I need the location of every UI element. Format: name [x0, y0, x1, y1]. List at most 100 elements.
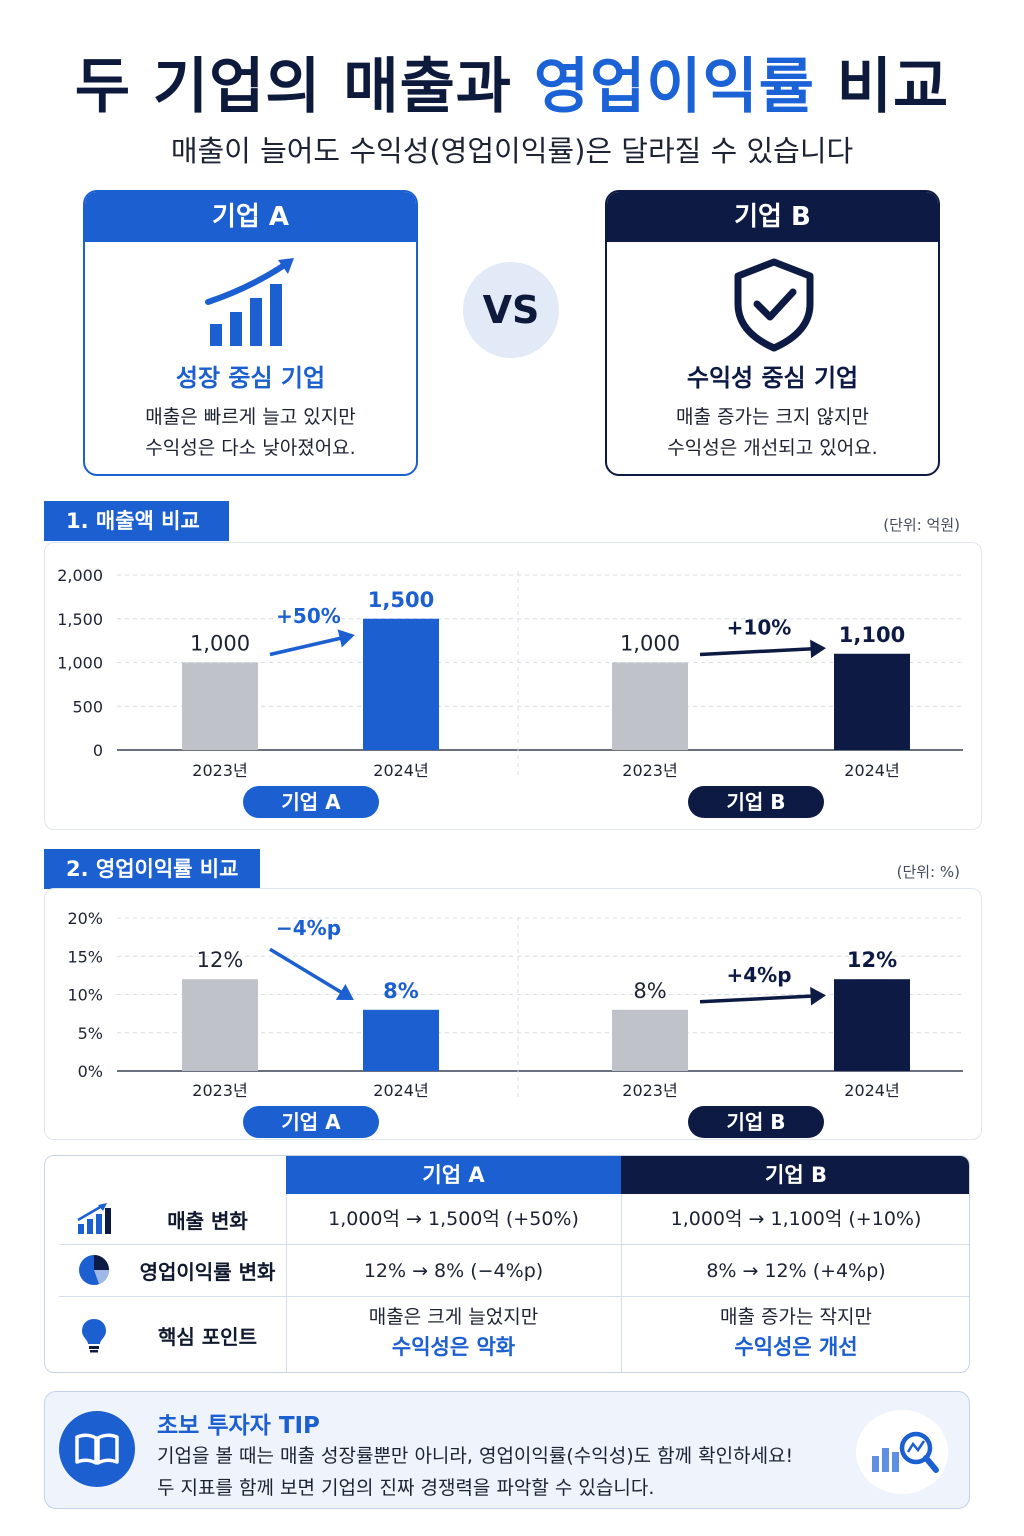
table-divider: [59, 1244, 969, 1245]
title-accent: 영업이익률: [533, 52, 815, 122]
revenue-chart-panel: 2,000 1,500 1,000 500 0 1,000 2023년 1,500 2024년 +…: [44, 542, 982, 830]
company-b-desc-line2: 수익성은 개선되고 있어요.: [667, 437, 878, 459]
margin-data-label: 12%: [197, 948, 244, 972]
revenue-group-label: 기업 A: [281, 790, 341, 814]
margin-change-arrow: [269, 947, 348, 998]
margin-bar: [612, 1009, 688, 1071]
margin-data-label: 8%: [633, 979, 666, 1003]
margin-section-tag: 2. 영업이익률 비교: [44, 849, 260, 889]
table-row-label: 매출 변화: [59, 1194, 286, 1244]
revenue-data-label: 1,500: [368, 588, 434, 612]
margin-x-tick-label: 2024년: [373, 1081, 428, 1100]
table-label-revenue: 매출 변화: [167, 1208, 248, 1233]
page-subtitle: 매출이 늘어도 수익성(영업이익률)은 달라질 수 있습니다: [170, 134, 854, 168]
margin-change-label: −4%p: [276, 916, 341, 940]
company-b-desc-line1: 매출 증가는 크지 않지만: [676, 406, 869, 428]
table-row-label: 영업이익률 변화: [59, 1244, 286, 1296]
title-prefix: 두 기업의 매출과: [74, 52, 534, 122]
bar-chart-icon: [77, 1203, 111, 1234]
keypoint-a-line1: 매출은 크게 늘었지만: [368, 1306, 539, 1328]
revenue-x-tick-label: 2024년: [373, 761, 428, 780]
table-head-a: 기업 A: [286, 1156, 621, 1194]
shield-check-icon: [734, 258, 814, 352]
company-a-card-head: 기업 A: [85, 192, 416, 242]
company-a-card: 기업 A 성장 중심 기업 매출은 빠르게 늘고 있지만 수익성은 다소 낮아졌어…: [83, 190, 418, 476]
revenue-bar: [363, 618, 439, 750]
margin-unit: (단위: %): [896, 863, 960, 881]
page-title: 두 기업의 매출과 영업이익률 비교: [0, 38, 1024, 125]
margin-group-label: 기업 B: [726, 1110, 785, 1134]
vs-badge: VS: [463, 262, 559, 358]
keypoint-b-highlight: 수익성은 개선: [734, 1335, 858, 1359]
title-suffix: 비교: [814, 52, 950, 122]
table-divider: [621, 1194, 622, 1372]
book-icon-badge: [59, 1411, 135, 1487]
keypoint-b-line1: 매출 증가는 작지만: [720, 1306, 872, 1328]
comparison-table: 기업 A 기업 B 매출 변화 1,000억 → 1,500억 (+50%) 1…: [44, 1155, 970, 1373]
margin-data-label: 8%: [383, 979, 419, 1003]
analysis-icon-badge: [856, 1410, 948, 1494]
company-b-card-sub: 수익성 중심 기업: [686, 364, 859, 392]
revenue-bar: [612, 662, 688, 750]
margin-x-tick-label: 2023년: [192, 1081, 247, 1100]
table-cell-a-revenue: 1,000억 → 1,500억 (+50%): [328, 1208, 579, 1230]
company-b-card-head: 기업 B: [607, 192, 938, 242]
book-icon: [75, 1433, 119, 1465]
company-a-card-desc: 매출은 빠르게 늘고 있지만 수익성은 다소 낮아졌어요.: [85, 402, 416, 464]
table-label-keypoint: 핵심 포인트: [158, 1324, 257, 1349]
tip-text: 기업을 볼 때는 매출 성장률뿐만 아니라, 영업이익률(수익성)도 함께 확인…: [157, 1440, 793, 1504]
revenue-group-label: 기업 B: [726, 790, 785, 814]
margin-data-label: 12%: [847, 948, 897, 972]
margin-chart: 20% 15% 10% 5% 0% 12% 2023년 8% 2024년 −4%p 기업 A 8% 20…: [67, 909, 963, 1138]
keypoint-a-highlight: 수익성은 악화: [391, 1335, 516, 1359]
revenue-bar: [834, 653, 910, 750]
margin-change-arrowhead: [810, 986, 826, 1006]
tip-line2: 두 지표를 함께 보면 기업의 진짜 경쟁력을 파악할 수 있습니다.: [157, 1477, 655, 1499]
margin-group-label: 기업 A: [281, 1110, 341, 1134]
margin-bar: [182, 979, 258, 1071]
revenue-change-arrow: [699, 646, 819, 657]
revenue-chart: 2,000 1,500 1,000 500 0 1,000 2023년 1,500 2024년 +…: [57, 566, 963, 818]
revenue-x-tick-label: 2024년: [844, 761, 899, 780]
magnifier-chart-icon: [872, 1431, 939, 1473]
revenue-y-tick-label: 500: [72, 697, 103, 716]
revenue-section-tag: 1. 매출액 비교: [44, 501, 229, 541]
lightbulb-icon: [82, 1319, 106, 1353]
margin-x-tick-label: 2024년: [844, 1081, 899, 1100]
table-cell-b-revenue: 1,000억 → 1,100억 (+10%): [670, 1208, 922, 1230]
table-head-b: 기업 B: [621, 1156, 969, 1194]
tip-line1: 기업을 볼 때는 매출 성장률뿐만 아니라, 영업이익률(수익성)도 함께 확인…: [157, 1445, 794, 1467]
revenue-data-label: 1,000: [190, 632, 250, 656]
pie-chart-icon: [79, 1255, 109, 1285]
margin-chart-panel: 20% 15% 10% 5% 0% 12% 2023년 8% 2024년 −4%p 기업 A 8% 20…: [44, 888, 982, 1140]
table-divider: [286, 1194, 287, 1372]
revenue-change-label: +10%: [727, 616, 792, 640]
margin-bar: [363, 1009, 439, 1071]
revenue-change-arrowhead: [337, 629, 355, 648]
revenue-data-label: 1,100: [839, 623, 905, 647]
revenue-x-tick-label: 2023년: [622, 761, 677, 780]
revenue-unit: (단위: 억원): [883, 516, 960, 534]
revenue-x-tick-label: 2023년: [192, 761, 247, 780]
table-label-margin: 영업이익률 변화: [139, 1259, 276, 1284]
margin-y-tick-label: 10%: [67, 986, 103, 1005]
company-a-card-sub: 성장 중심 기업: [175, 364, 326, 392]
margin-change-arrow: [699, 994, 819, 1004]
revenue-y-tick-label: 0: [93, 741, 103, 760]
table-cell-a-margin: 12% → 8% (−4%p): [363, 1260, 544, 1282]
margin-y-tick-label: 0%: [78, 1062, 103, 1081]
revenue-data-label: 1,000: [620, 632, 680, 656]
margin-y-tick-label: 20%: [67, 909, 103, 928]
investor-tip-box: 초보 투자자 TIP 기업을 볼 때는 매출 성장률뿐만 아니라, 영업이익률(…: [44, 1391, 970, 1509]
table-cell-b-margin: 8% → 12% (+4%p): [706, 1260, 886, 1282]
margin-group-pill: [243, 1106, 379, 1138]
revenue-change-label: +50%: [276, 604, 341, 628]
revenue-change-arrow: [269, 635, 348, 657]
table-divider: [59, 1296, 969, 1297]
growth-chart-icon: [205, 258, 294, 346]
margin-bar: [834, 979, 910, 1071]
company-a-desc-line1: 매출은 빠르게 늘고 있지만: [145, 406, 356, 428]
margin-y-tick-label: 15%: [67, 947, 103, 966]
